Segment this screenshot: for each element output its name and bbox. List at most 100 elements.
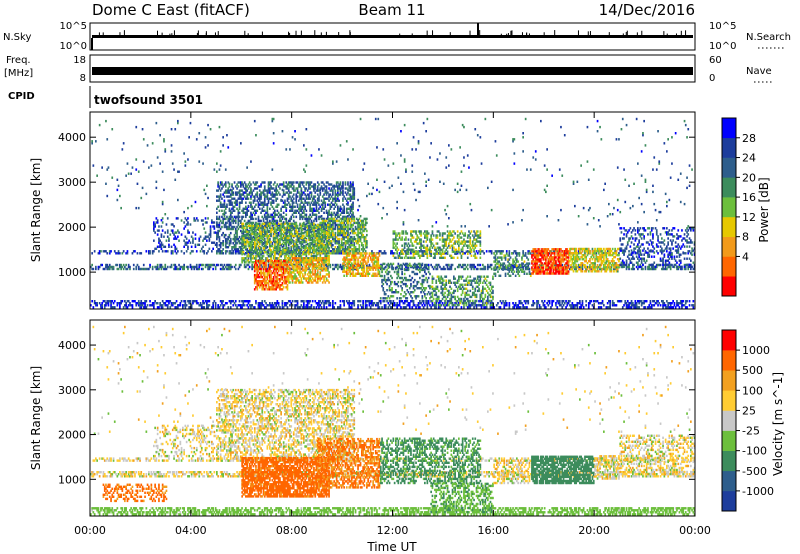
heatmap-cell [684,302,687,305]
heatmap-cell [488,250,490,253]
heatmap-cell [681,302,683,305]
heatmap-cell [140,302,143,305]
heatmap-cell [359,265,362,269]
heatmap-cell [552,300,555,303]
heatmap-cell [92,306,95,309]
heatmap-cell [648,306,651,309]
heatmap-cell [348,304,351,307]
heatmap-cell [247,193,250,196]
heatmap-cell [255,302,257,305]
heatmap-cell [311,300,314,303]
heatmap-cell [173,243,175,246]
heatmap-cell [226,240,228,243]
heatmap-cell [384,306,387,309]
heatmap-cell [179,304,182,307]
heatmap-cell [431,265,434,269]
heatmap-cell [324,300,327,303]
heatmap-cell [328,304,330,307]
heatmap-cell [461,265,464,269]
heatmap-cell [229,193,232,196]
heatmap-cell [412,263,415,267]
heatmap-cell [533,302,536,305]
heatmap-cell [287,255,290,258]
heatmap-cell [334,265,337,269]
heatmap-cell [141,267,144,271]
heatmap-cell [328,187,330,190]
heatmap-cell [158,245,160,248]
heatmap-cell [221,221,223,225]
heatmap-cell [490,306,493,309]
heatmap-cell [144,302,146,305]
heatmap-cell [247,221,250,225]
heatmap-cell [203,252,206,255]
heatmap-cell [519,300,522,303]
heatmap-cell [677,302,680,305]
heatmap-cell [489,302,492,305]
heatmap-cell [219,203,222,206]
heatmap-cell [305,306,308,309]
heatmap-cell [257,219,260,223]
heatmap-cell [234,246,237,249]
heatmap-cell [523,300,526,303]
heatmap-cell [222,219,224,223]
heatmap-cell [100,263,102,267]
heatmap-cell [620,263,623,267]
heatmap-cell [258,197,261,200]
heatmap-cell [265,189,267,192]
heatmap-cell [229,250,232,253]
heatmap-cell [161,250,164,253]
heatmap-cell [422,300,425,303]
heatmap-cell [321,300,324,303]
heatmap-cell [248,252,251,255]
heatmap-cell [136,252,139,255]
heatmap-cell [255,183,257,186]
heatmap-cell [678,302,681,305]
heatmap-cell [466,263,469,267]
heatmap-cell [158,250,160,253]
heatmap-cell [169,300,172,303]
heatmap-cell [498,250,501,253]
heatmap-cell [145,300,148,303]
heatmap-cell [323,267,325,271]
heatmap-cell [460,250,463,253]
heatmap-cell [184,217,187,220]
heatmap-cell [243,219,246,223]
heatmap-cell [677,265,680,269]
heatmap-cell [276,232,279,236]
heatmap-cell [192,300,194,303]
heatmap-cell [551,300,553,303]
heatmap-cell [213,300,216,303]
heatmap-cell [536,306,538,309]
heatmap-cell [684,265,687,269]
heatmap-cell [669,306,672,309]
heatmap-cell [113,250,116,253]
heatmap-cell [169,306,172,309]
heatmap-cell [662,300,664,303]
heatmap-cell [285,302,288,305]
heatmap-cell [218,306,221,309]
heatmap-cell [262,252,265,255]
heatmap-cell [377,252,380,255]
heatmap-cell [260,263,262,267]
heatmap-cell [314,195,317,198]
heatmap-cell [648,267,651,271]
heatmap-cell [204,235,207,238]
heatmap-cell [219,267,222,271]
heatmap-cell [625,304,628,307]
heatmap-cell [594,300,596,303]
heatmap-cell [649,302,652,305]
heatmap-cell [295,197,298,200]
heatmap-cell [248,191,251,194]
heatmap-cell [237,227,240,231]
heatmap-cell [127,304,130,307]
heatmap-cell [265,195,267,198]
heatmap-cell [536,302,538,305]
heatmap-cell [234,229,237,233]
heatmap-cell [218,221,221,225]
heatmap-cell [228,242,231,245]
heatmap-cell [586,265,589,269]
heatmap-cell [135,304,138,307]
heatmap-cell [531,304,533,307]
heatmap-cell [212,302,214,305]
heatmap-cell [474,265,477,269]
